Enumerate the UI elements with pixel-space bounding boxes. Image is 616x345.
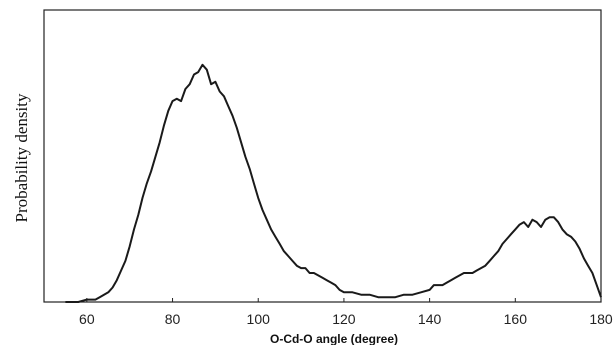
x-axis-label: O-Cd-O angle (degree) — [270, 332, 398, 345]
axes — [43, 9, 602, 303]
plot-frame — [43, 9, 602, 303]
series-group — [65, 63, 602, 303]
x-tick-label: 180 — [589, 311, 613, 327]
x-tick-label: 140 — [418, 311, 442, 327]
x-tick-label: 120 — [332, 311, 356, 327]
x-tick-label: 100 — [247, 311, 271, 327]
x-tick-label: 80 — [165, 311, 181, 327]
x-tick-label: 160 — [504, 311, 528, 327]
y-axis-label: Probability density — [12, 93, 31, 222]
series-line-1 — [65, 63, 602, 303]
x-tick-label: 60 — [79, 311, 95, 327]
x-axis-ticks: 60 80 100 120 140 160 180 — [79, 298, 613, 327]
